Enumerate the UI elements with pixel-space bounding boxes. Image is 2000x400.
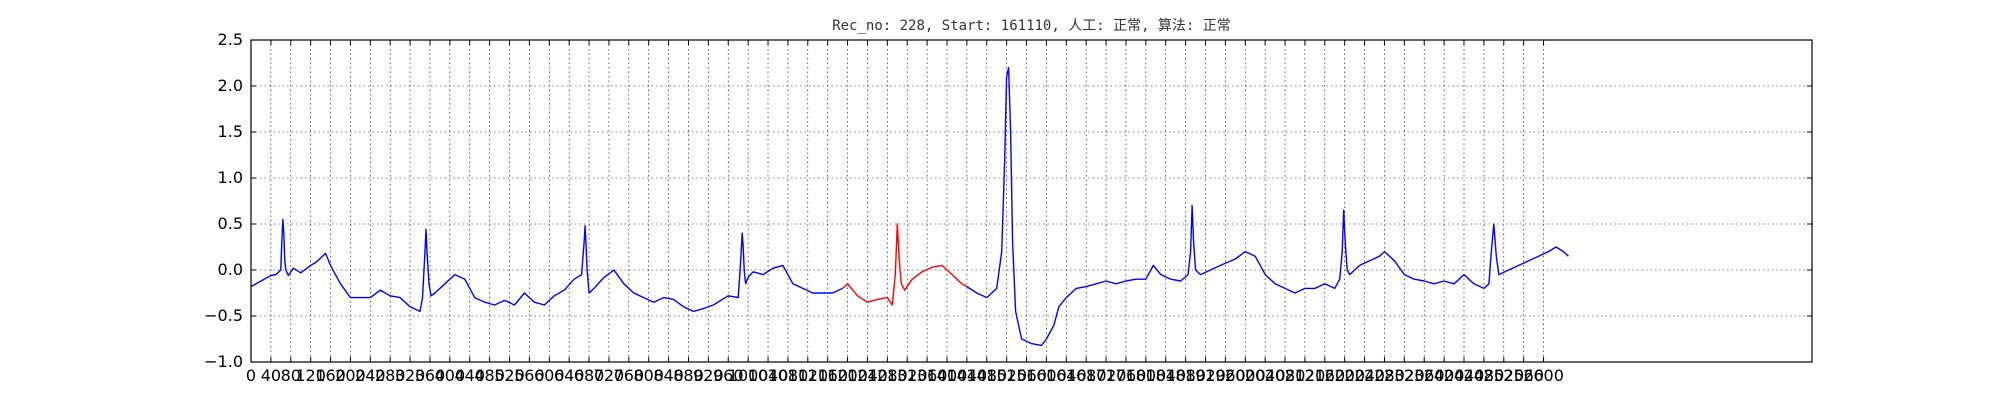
x-tick-label: 80 — [281, 366, 301, 385]
x-tick-label: 480 — [474, 366, 505, 385]
ecg-series-3 — [966, 66, 1569, 347]
x-tick-label: 840 — [653, 366, 684, 385]
x-tick-label: 1840 — [1145, 366, 1186, 385]
x-tick-label: 560 — [514, 366, 545, 385]
x-tick-label: 2000 — [1225, 366, 1266, 385]
x-axis-ticks: 0 40 8012016020024028032036040044048052056… — [246, 40, 1564, 385]
x-tick-label: 120 — [295, 366, 326, 385]
x-tick-label: 720 — [594, 366, 625, 385]
x-tick-label: 1560 — [1006, 366, 1047, 385]
ecg-series-group — [250, 66, 1569, 347]
x-tick-label: 320 — [395, 366, 426, 385]
y-tick-label: 2.0 — [218, 76, 243, 95]
x-tick-label: 160 — [315, 366, 346, 385]
x-tick-label: 1920 — [1185, 366, 1226, 385]
y-axis-ticks: −1.0 −0.5 0.0 0.5 1.0 1.5 2.0 2.5 — [204, 30, 1812, 371]
x-tick-label: 1000 — [728, 366, 769, 385]
x-tick-label: 520 — [494, 366, 525, 385]
x-tick-label: 2040 — [1245, 366, 1286, 385]
x-tick-label: 240 — [355, 366, 386, 385]
ecg-series-1 — [250, 218, 843, 313]
x-tick-label: 2080 — [1265, 366, 1306, 385]
x-tick-label: 2520 — [1483, 366, 1524, 385]
x-tick-label: 440 — [454, 366, 485, 385]
x-tick-label: 1400 — [927, 366, 968, 385]
x-tick-label: 1880 — [1165, 366, 1206, 385]
x-tick-label: 2320 — [1384, 366, 1425, 385]
x-tick-label: 2400 — [1424, 366, 1465, 385]
y-tick-label: 1.5 — [218, 122, 243, 141]
x-tick-label: 1680 — [1066, 366, 1107, 385]
x-tick-label: 2600 — [1523, 366, 1564, 385]
x-tick-label: 1080 — [768, 366, 809, 385]
x-tick-label: 1800 — [1125, 366, 1166, 385]
x-tick-label: 1720 — [1086, 366, 1127, 385]
x-tick-label: 200 — [335, 366, 366, 385]
x-tick-label: 640 — [554, 366, 585, 385]
x-tick-label: 680 — [574, 366, 605, 385]
x-tick-label: 1040 — [748, 366, 789, 385]
x-tick-label: 2280 — [1364, 366, 1405, 385]
x-tick-label: 1160 — [807, 366, 848, 385]
x-tick-label: 880 — [673, 366, 704, 385]
x-tick-label: 1640 — [1046, 366, 1087, 385]
x-tick-label: 1280 — [867, 366, 908, 385]
x-tick-label: 280 — [375, 366, 406, 385]
y-tick-label: 1.0 — [218, 168, 243, 187]
y-tick-label: 0.0 — [218, 260, 243, 279]
y-tick-label: −1.0 — [204, 352, 243, 371]
x-tick-label: 1960 — [1205, 366, 1246, 385]
x-tick-label: 2160 — [1304, 366, 1345, 385]
y-tick-label: −0.5 — [204, 306, 243, 325]
x-tick-label: 2480 — [1464, 366, 1505, 385]
y-tick-label: 0.5 — [218, 214, 243, 233]
x-tick-label: 2440 — [1444, 366, 1485, 385]
x-tick-label: 2560 — [1503, 366, 1544, 385]
x-tick-label: 2360 — [1404, 366, 1445, 385]
x-tick-label: 1120 — [787, 366, 828, 385]
y-tick-label: 2.5 — [218, 30, 243, 49]
x-tick-label: 1520 — [986, 366, 1027, 385]
ecg-series-2 — [842, 223, 968, 306]
x-tick-label: 1320 — [887, 366, 928, 385]
x-tick-label: 2200 — [1324, 366, 1365, 385]
x-tick-label: 400 — [435, 366, 466, 385]
x-tick-label: 0 — [246, 366, 256, 385]
x-tick-label: 1360 — [907, 366, 948, 385]
x-tick-label: 2120 — [1285, 366, 1326, 385]
x-tick-label: 1240 — [847, 366, 888, 385]
x-tick-label: 40 — [261, 366, 281, 385]
x-tick-label: 800 — [633, 366, 664, 385]
plot-frame — [250, 39, 1813, 363]
x-tick-label: 1480 — [966, 366, 1007, 385]
x-tick-label: 1200 — [827, 366, 868, 385]
chart-title: Rec_no: 228, Start: 161110, 人工: 正常, 算法: … — [832, 18, 1231, 34]
grid-lines — [250, 39, 1812, 363]
x-tick-label: 960 — [713, 366, 744, 385]
x-tick-label: 760 — [614, 366, 645, 385]
x-tick-label: 1600 — [1026, 366, 1067, 385]
x-tick-label: 360 — [415, 366, 446, 385]
x-tick-label: 1760 — [1106, 366, 1147, 385]
x-tick-label: 920 — [693, 366, 724, 385]
x-tick-label: 2240 — [1344, 366, 1385, 385]
x-tick-label: 600 — [534, 366, 565, 385]
x-tick-label: 1440 — [947, 366, 988, 385]
